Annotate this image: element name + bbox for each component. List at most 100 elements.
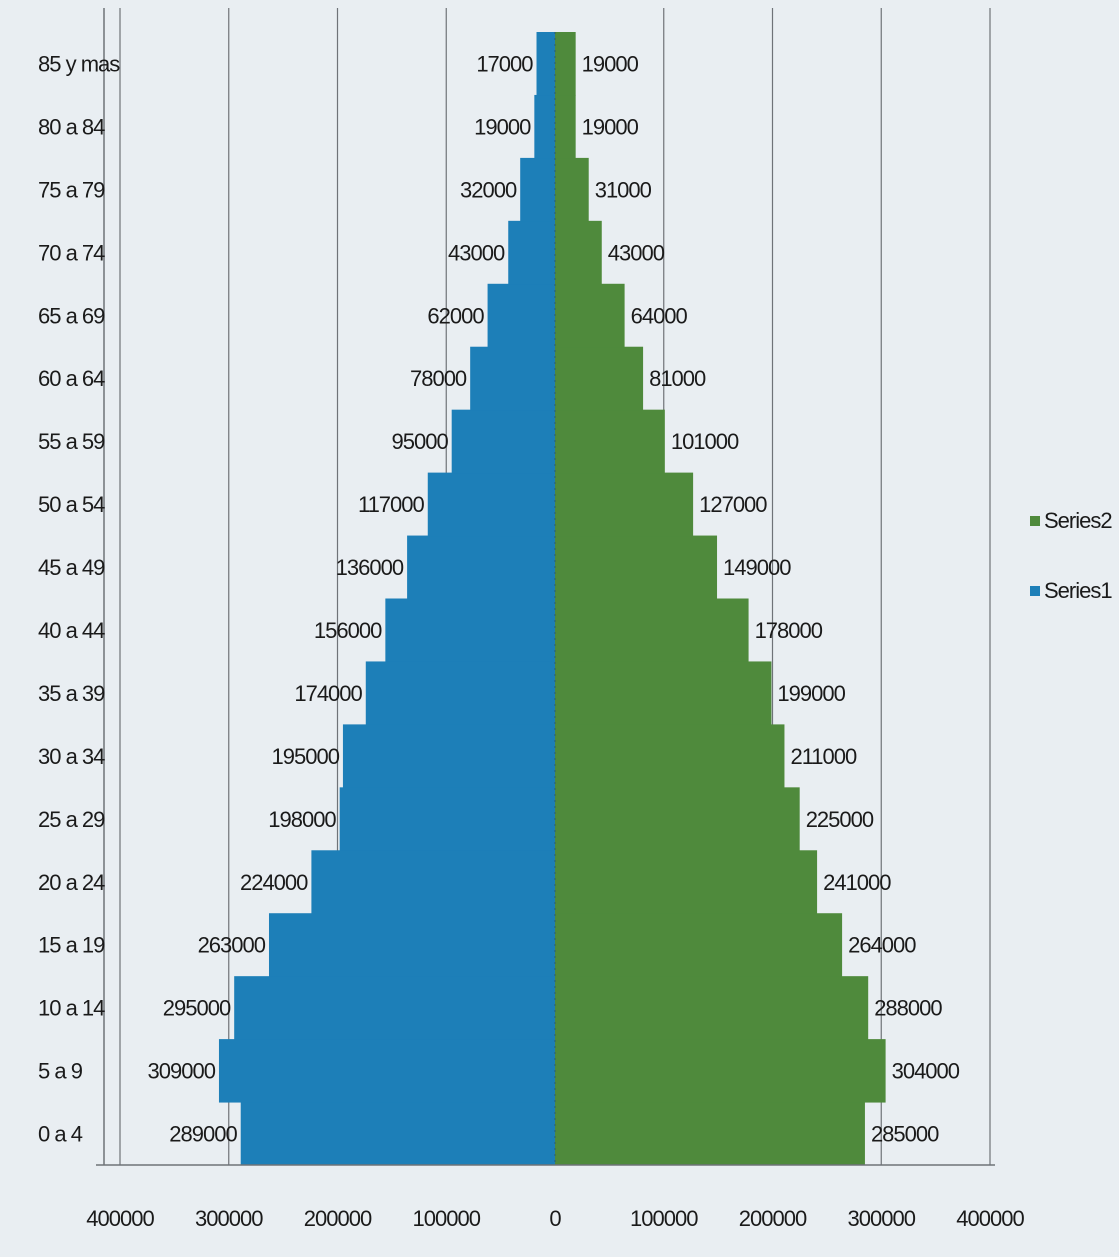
bar-series2 <box>555 724 785 788</box>
data-label-series2: 81000 <box>649 366 706 391</box>
x-tick-label: 400000 <box>86 1206 154 1231</box>
category-label: 65 a 69 <box>38 303 105 328</box>
bar-series1 <box>520 157 555 222</box>
x-tick-label: 0 <box>549 1206 561 1231</box>
category-label: 45 a 49 <box>38 555 105 580</box>
bar-series2 <box>555 535 718 599</box>
data-label-series1: 19000 <box>474 114 531 139</box>
bar-series1 <box>240 1102 555 1166</box>
data-label-series2: 64000 <box>631 303 688 328</box>
category-label: 70 a 74 <box>38 240 105 265</box>
data-label-series2: 101000 <box>671 429 739 454</box>
bar-series2 <box>555 94 576 159</box>
bar-series1 <box>385 598 555 662</box>
data-label-series1: 174000 <box>294 681 362 706</box>
data-label-series2: 304000 <box>892 1059 960 1084</box>
bar-series1 <box>508 220 555 285</box>
category-label: 0 a 4 <box>38 1122 83 1147</box>
data-label-series2: 19000 <box>582 51 639 76</box>
bar-series2 <box>555 598 749 662</box>
bar-series1 <box>534 94 555 159</box>
data-label-series1: 32000 <box>460 177 517 202</box>
legend-label: Series1 <box>1044 578 1112 603</box>
data-label-series1: 95000 <box>392 429 449 454</box>
data-label-series2: 127000 <box>699 492 767 517</box>
legend-swatch <box>1030 586 1040 596</box>
data-label-series1: 136000 <box>336 555 404 580</box>
bar-series2 <box>555 787 800 851</box>
category-label: 55 a 59 <box>38 429 105 454</box>
data-label-series2: 31000 <box>595 177 652 202</box>
bar-series1 <box>234 976 555 1040</box>
category-label: 15 a 19 <box>38 933 105 958</box>
data-label-series2: 211000 <box>790 744 857 769</box>
bar-series2 <box>555 283 625 348</box>
bar-series1 <box>451 409 555 474</box>
data-label-series2: 264000 <box>848 933 916 958</box>
category-label: 35 a 39 <box>38 681 105 706</box>
bar-series2 <box>555 409 665 474</box>
bar-series2 <box>555 472 694 537</box>
data-label-series2: 288000 <box>874 996 942 1021</box>
data-label-series2: 285000 <box>871 1122 939 1147</box>
data-label-series2: 199000 <box>777 681 845 706</box>
category-label: 40 a 44 <box>38 618 105 643</box>
category-label: 80 a 84 <box>38 114 105 139</box>
bar-series2 <box>555 661 772 725</box>
x-tick-label: 300000 <box>195 1206 263 1231</box>
category-label: 85 y mas <box>38 51 120 76</box>
data-label-series1: 78000 <box>410 366 467 391</box>
data-label-series1: 156000 <box>314 618 382 643</box>
legend: Series2 Series1 <box>1030 508 1113 603</box>
x-tick-label: 200000 <box>304 1206 372 1231</box>
category-label: 75 a 79 <box>38 177 105 202</box>
bar-series2 <box>555 157 589 222</box>
bar-series1 <box>470 346 555 411</box>
bar-series1 <box>427 472 555 537</box>
bar-series1 <box>342 724 555 788</box>
bars <box>218 32 886 1166</box>
data-label-series1: 309000 <box>148 1059 216 1084</box>
x-tick-label: 100000 <box>413 1206 481 1231</box>
bar-series2 <box>555 1102 865 1166</box>
data-label-series1: 195000 <box>272 744 340 769</box>
x-tick-label: 300000 <box>848 1206 916 1231</box>
data-label-series1: 263000 <box>198 933 266 958</box>
bar-series2 <box>555 976 869 1040</box>
legend-label: Series2 <box>1044 508 1112 533</box>
category-label: 20 a 24 <box>38 870 105 895</box>
category-label: 30 a 34 <box>38 744 105 769</box>
category-label: 50 a 54 <box>38 492 105 517</box>
bar-series2 <box>555 346 644 411</box>
data-label-series1: 198000 <box>268 807 336 832</box>
category-labels: 0 a 4 5 a 9 10 a 14 15 a 19 20 a 24 25 a 29 30… <box>38 51 121 1147</box>
data-label-series1: 295000 <box>163 996 231 1021</box>
data-label-series2: 19000 <box>582 114 639 139</box>
x-tick-label: 400000 <box>956 1206 1024 1231</box>
category-label: 5 a 9 <box>38 1059 83 1084</box>
x-tick-label: 200000 <box>739 1206 807 1231</box>
data-label-series1: 17000 <box>476 51 533 76</box>
bar-series2 <box>555 850 818 914</box>
category-label: 60 a 64 <box>38 366 105 391</box>
data-labels: 289000 285000 309000 304000 295000 288000 2630… <box>148 51 961 1147</box>
data-label-series2: 241000 <box>823 870 891 895</box>
bar-series1 <box>218 1039 555 1103</box>
data-label-series1: 117000 <box>358 492 425 517</box>
category-label: 25 a 29 <box>38 807 105 832</box>
axes <box>96 8 995 1166</box>
bar-series1 <box>365 661 555 725</box>
bar-series1 <box>339 787 555 851</box>
bar-series1 <box>311 850 555 914</box>
bar-series2 <box>555 913 843 977</box>
bar-series1 <box>487 283 555 348</box>
data-label-series2: 149000 <box>723 555 791 580</box>
legend-swatch <box>1030 516 1040 526</box>
bar-series1 <box>536 32 555 96</box>
bar-series2 <box>555 220 602 285</box>
bar-series1 <box>407 535 555 599</box>
data-label-series1: 62000 <box>427 303 484 328</box>
x-tick-labels: 400000 300000 200000 100000 0 100000 200000 300… <box>86 1206 1025 1231</box>
